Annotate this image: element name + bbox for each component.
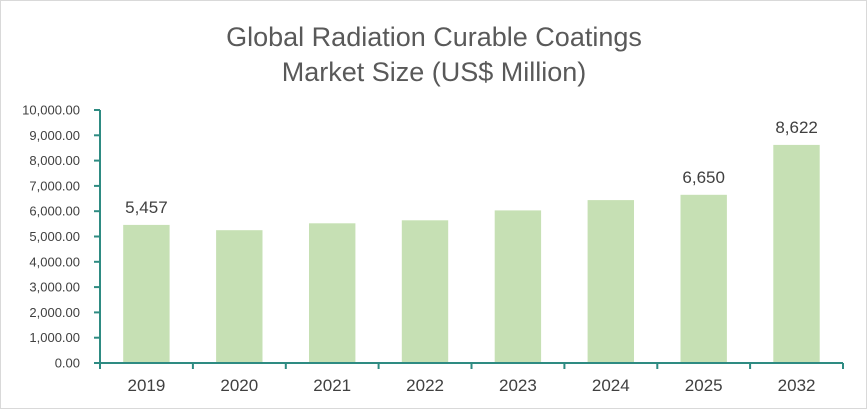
- y-tick-label: 3,000.00: [29, 280, 80, 295]
- bars-group: [123, 144, 820, 363]
- y-tick-label: 0.00: [55, 356, 80, 371]
- y-tick-label: 8,000.00: [29, 153, 80, 168]
- x-tick-label-2025: 2025: [685, 376, 723, 395]
- x-tick-label-2024: 2024: [592, 376, 630, 395]
- x-tick-label-2022: 2022: [406, 376, 444, 395]
- y-tick-label: 4,000.00: [29, 254, 80, 269]
- data-label-2025: 6,650: [682, 168, 725, 187]
- bar-2019: [123, 224, 170, 363]
- chart-title-line-2: Market Size (US$ Million): [282, 57, 587, 87]
- y-tick-label: 6,000.00: [29, 204, 80, 219]
- y-tick-label: 5,000.00: [29, 229, 80, 244]
- y-tick-label: 1,000.00: [29, 330, 80, 345]
- data-label-2019: 5,457: [125, 198, 168, 217]
- y-tick-label: 10,000.00: [22, 103, 80, 118]
- x-tick-label-2019: 2019: [127, 376, 165, 395]
- x-tick-label-2020: 2020: [220, 376, 258, 395]
- y-tick-label: 7,000.00: [29, 178, 80, 193]
- bar-2032: [773, 144, 820, 363]
- chart-title-line-1: Global Radiation Curable Coatings: [226, 22, 642, 52]
- bar-2020: [216, 230, 263, 363]
- bar-2022: [401, 220, 449, 363]
- bar-2021: [309, 223, 356, 363]
- data-labels-group: 5,457 6,650 8,622: [125, 118, 818, 217]
- x-tick-label-2021: 2021: [313, 376, 351, 395]
- axes-group: 2019 2020 2021 2022 2023 2024 2025 2032 0.00 1,00…: [22, 103, 844, 395]
- bar-2023: [494, 210, 542, 363]
- bar-2025: [680, 194, 727, 363]
- bar-2024: [587, 200, 634, 363]
- y-tick-label: 9,000.00: [29, 128, 80, 143]
- data-label-2032: 8,622: [775, 118, 818, 137]
- y-tick-label: 2,000.00: [29, 305, 80, 320]
- x-tick-label-2023: 2023: [499, 376, 537, 395]
- x-tick-label-2032: 2032: [778, 376, 816, 395]
